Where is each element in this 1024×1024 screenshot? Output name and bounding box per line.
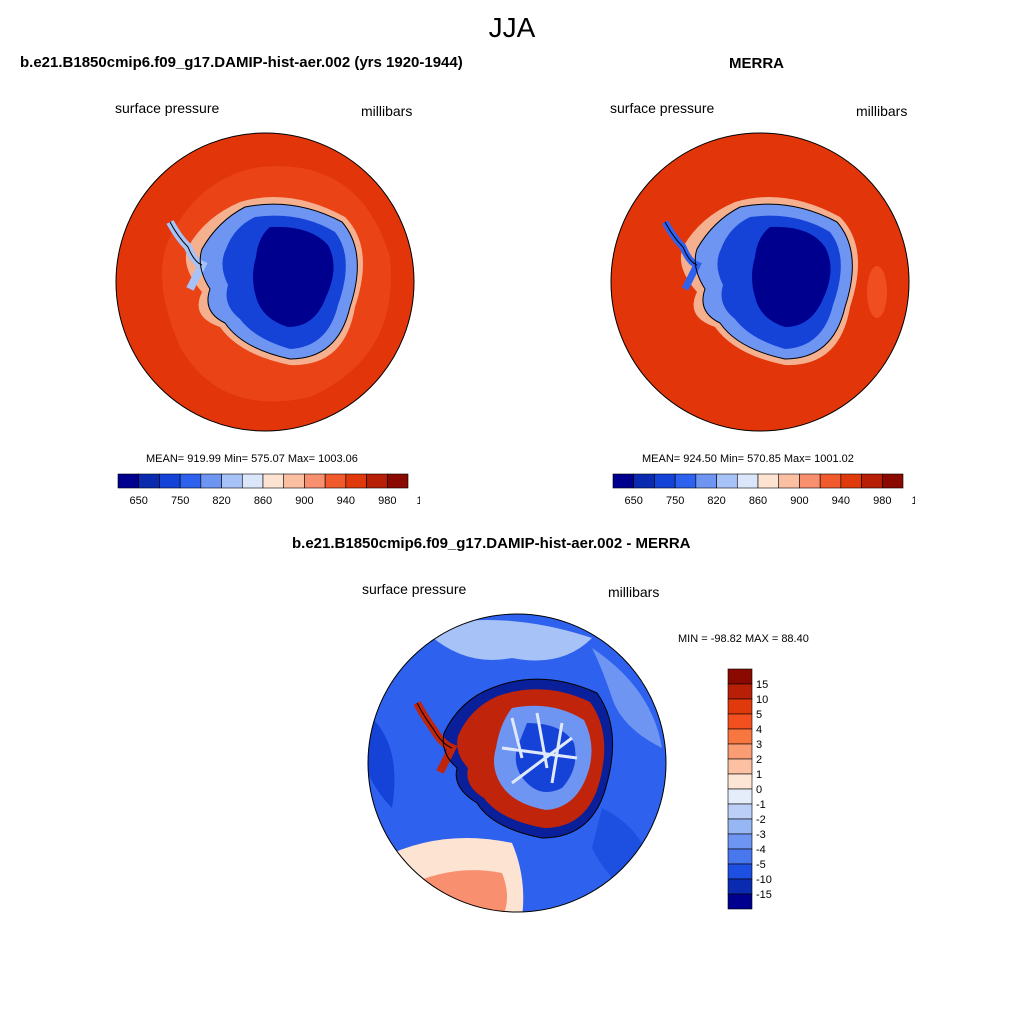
colorbar-tick-label: 3	[756, 739, 762, 751]
panel1-colorbar: 650 750 820 860 900 940 980 1020	[117, 473, 420, 507]
colorbar-cell	[778, 473, 800, 489]
colorbar-tick-label: -15	[756, 889, 772, 901]
colorbar-cell	[727, 773, 753, 790]
panel2-variable-label: surface pressure	[610, 100, 715, 116]
colorbar-cell	[386, 473, 409, 489]
colorbar-cell	[304, 473, 326, 489]
colorbar-tick-label: 1020	[416, 495, 420, 507]
colorbar-cell	[727, 863, 753, 880]
colorbar-cell	[159, 473, 181, 489]
colorbar-tick-label: -4	[756, 844, 766, 856]
panel3-units-label: millibars	[608, 584, 660, 600]
panel1-stats: MEAN= 919.99 Min= 575.07 Max= 1003.06	[146, 453, 358, 465]
colorbar-cell	[799, 473, 821, 489]
panel1-units-label: millibars	[361, 103, 413, 119]
panel2-colorbar: 650 750 820 860 900 940 980 1020	[612, 473, 915, 507]
colorbar-cell	[840, 473, 862, 489]
colorbar-tick-label: 5	[756, 709, 762, 721]
colorbar-cell	[695, 473, 717, 489]
panel2-units-label: millibars	[856, 103, 908, 119]
colorbar-tick-label: 820	[212, 495, 230, 507]
colorbar-tick-label: -3	[756, 829, 766, 841]
colorbar-cell	[881, 473, 904, 489]
colorbar-cell	[727, 728, 753, 745]
panel3-diff-map	[367, 613, 667, 913]
colorbar-cell	[757, 473, 780, 489]
colorbar-tick-label: 1	[756, 769, 762, 781]
colorbar-tick-label: 650	[130, 495, 148, 507]
colorbar-tick-label: 860	[749, 495, 767, 507]
colorbar-tick-label: 940	[832, 495, 850, 507]
colorbar-tick-label: 10	[756, 694, 768, 706]
colorbar-tick-label: -10	[756, 874, 772, 886]
colorbar-cell	[283, 473, 305, 489]
main-title: JJA	[488, 12, 536, 43]
colorbar-tick-label: 0	[756, 784, 762, 796]
colorbar-cell	[727, 743, 753, 760]
colorbar-cell	[241, 473, 264, 489]
colorbar-tick-label: -5	[756, 859, 766, 871]
colorbar-cell	[727, 788, 753, 805]
colorbar-cell	[727, 668, 753, 685]
panel2-stats: MEAN= 924.50 Min= 570.85 Max= 1001.02	[642, 453, 854, 465]
colorbar-tick-label: -1	[756, 799, 766, 811]
colorbar-cell	[727, 833, 753, 850]
colorbar-cell	[736, 473, 759, 489]
colorbar-tick-label: -2	[756, 814, 766, 826]
colorbar-tick-label: 900	[790, 495, 808, 507]
colorbar-tick-label: 900	[295, 495, 313, 507]
panel3-variable-label: surface pressure	[362, 581, 467, 597]
colorbar-cell	[366, 473, 388, 489]
colorbar-cell	[262, 473, 285, 489]
colorbar-tick-label: 750	[666, 495, 684, 507]
colorbar-cell	[727, 893, 753, 910]
colorbar-tick-label: 820	[707, 495, 725, 507]
panel1-title: b.e21.B1850cmip6.f09_g17.DAMIP-hist-aer.…	[20, 54, 463, 71]
colorbar-cell	[727, 818, 753, 835]
panel1-variable-label: surface pressure	[115, 100, 220, 116]
colorbar-cell	[345, 473, 367, 489]
colorbar-cell	[138, 473, 160, 489]
colorbar-cell	[633, 473, 655, 489]
colorbar-tick-label: 4	[756, 724, 762, 736]
colorbar-cell	[727, 683, 753, 700]
colorbar-cell	[716, 473, 738, 489]
colorbar-tick-label: 860	[254, 495, 272, 507]
colorbar-cell	[674, 473, 697, 489]
panel2-title: MERRA	[729, 55, 784, 72]
colorbar-cell	[179, 473, 202, 489]
colorbar-cell	[727, 803, 753, 820]
colorbar-tick-label: 2	[756, 754, 762, 766]
panel2-map	[610, 132, 910, 432]
panel3-stats: MIN = -98.82 MAX = 88.40	[678, 633, 809, 645]
panel3-title: b.e21.B1850cmip6.f09_g17.DAMIP-hist-aer.…	[292, 535, 691, 552]
colorbar-cell	[727, 848, 753, 865]
colorbar-cell	[324, 473, 347, 489]
colorbar-cell	[727, 698, 753, 715]
panel1-map	[115, 132, 415, 432]
colorbar-tick-label: 15	[756, 679, 768, 691]
colorbar-cell	[654, 473, 676, 489]
colorbar-tick-label: 940	[337, 495, 355, 507]
colorbar-cell	[200, 473, 222, 489]
colorbar-cell	[727, 878, 753, 895]
colorbar-tick-label: 980	[378, 495, 396, 507]
colorbar-cell	[727, 758, 753, 775]
colorbar-cell	[117, 473, 140, 489]
colorbar-cell	[819, 473, 842, 489]
colorbar-tick-label: 980	[873, 495, 891, 507]
colorbar-cell	[612, 473, 635, 489]
colorbar-tick-label: 650	[625, 495, 643, 507]
colorbar-cell	[727, 713, 753, 730]
colorbar-tick-label: 1020	[911, 495, 915, 507]
colorbar-cell	[861, 473, 883, 489]
colorbar-cell	[221, 473, 243, 489]
colorbar-tick-label: 750	[171, 495, 189, 507]
